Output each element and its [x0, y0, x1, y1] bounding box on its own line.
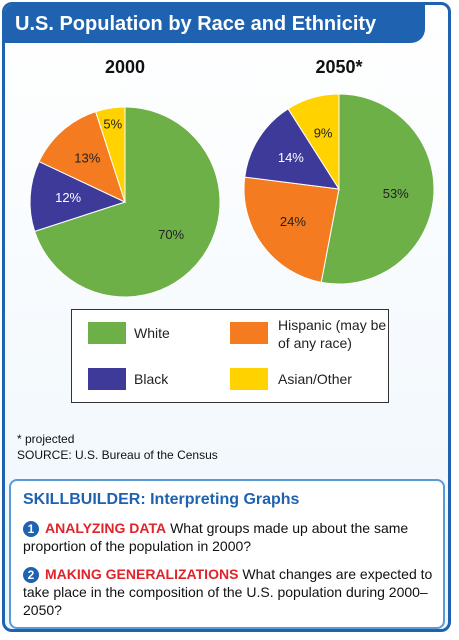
question: 2 MAKING GENERALIZATIONS What changes are … — [23, 565, 433, 619]
value-label: 5% — [103, 116, 122, 131]
question-text: What changes are expected to take place … — [23, 566, 433, 618]
question-heading: MAKING GENERALIZATIONS — [45, 566, 239, 582]
value-label: 9% — [314, 126, 333, 141]
question: 1 ANALYZING DATA What groups made up about… — [23, 519, 433, 555]
pie-slice — [287, 93, 340, 191]
title: U.S. Population by Race and Ethnicity — [5, 5, 425, 43]
question-number: 1 — [23, 521, 39, 537]
footnote: * projected — [17, 432, 75, 446]
frame: U.S. Population by Race and Ethnicity 20… — [2, 2, 451, 632]
legend-label: Asian/Other — [278, 371, 352, 387]
legend-label: Black — [134, 371, 169, 387]
notes: * projected SOURCE: U.S. Bureau of the C… — [17, 431, 218, 463]
legend-swatch — [88, 322, 126, 344]
pie-title: 2050* — [315, 57, 362, 77]
pie-slice — [34, 106, 221, 298]
value-label: 24% — [280, 214, 306, 229]
value-label: 12% — [55, 190, 81, 205]
legend: White Black Hispanic (may be of any race… — [71, 309, 389, 403]
value-label: 70% — [158, 227, 184, 242]
legend-swatch — [230, 368, 268, 390]
pie-slice — [38, 111, 126, 203]
legend-swatch — [88, 368, 126, 390]
question-heading: ANALYZING DATA — [45, 520, 167, 536]
value-label: 13% — [74, 151, 100, 166]
skillbuilder: SKILLBUILDER: Interpreting Graphs 1 ANALY… — [9, 479, 445, 629]
question-text: What groups made up about the same propo… — [23, 520, 409, 554]
pie-slice — [29, 160, 127, 232]
value-label: 14% — [278, 150, 304, 165]
pie-title: 2000 — [105, 57, 145, 77]
source: SOURCE: U.S. Bureau of the Census — [17, 448, 218, 462]
pie-slice — [244, 108, 340, 190]
question-number: 2 — [23, 567, 39, 583]
value-label: 53% — [383, 186, 409, 201]
skillbuilder-title: SKILLBUILDER: Interpreting Graphs — [23, 491, 300, 508]
charts: 2000 70% 12% 13% 5% 2050* 53% 24% 14% 9% — [29, 57, 435, 298]
pie-slice — [95, 106, 126, 203]
legend-label: Hispanic (may be of any race) — [278, 317, 387, 351]
pie-slice — [243, 176, 340, 283]
legend-swatch — [230, 322, 268, 344]
legend-label: White — [134, 325, 170, 341]
pie-slice — [320, 93, 435, 285]
